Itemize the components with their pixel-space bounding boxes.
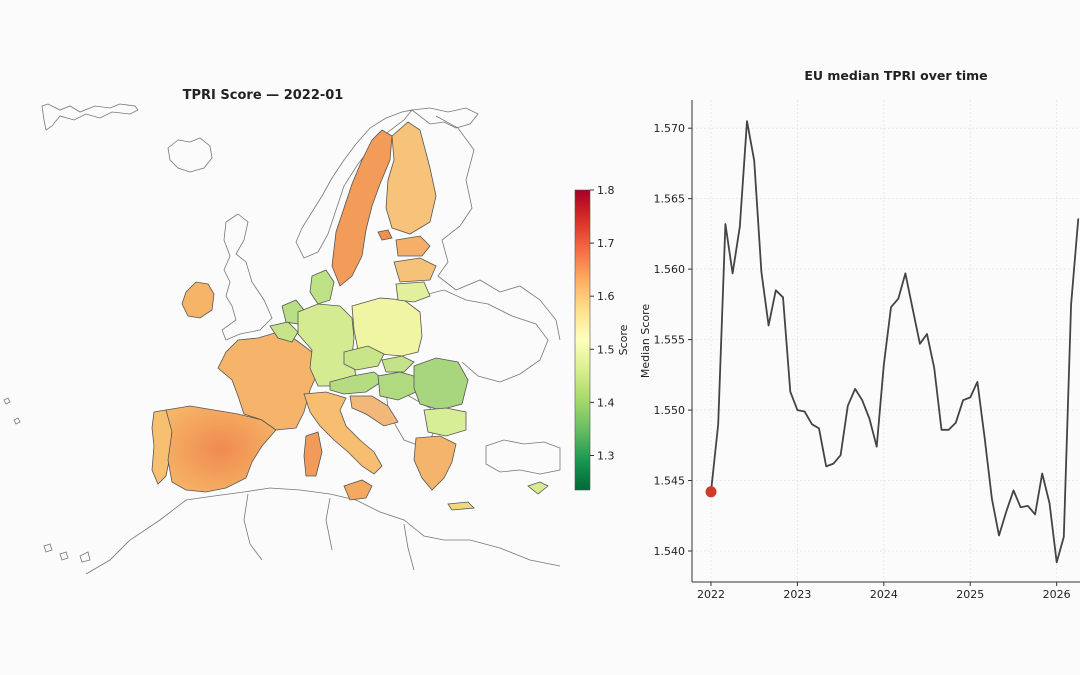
uk-outline bbox=[221, 213, 273, 341]
x-tick-label: 2024 bbox=[870, 588, 898, 601]
latvia-region bbox=[393, 257, 437, 283]
x-tick-label: 2023 bbox=[783, 588, 811, 601]
ireland-region bbox=[181, 281, 215, 319]
x-tick-label: 2026 bbox=[1043, 588, 1071, 601]
colorbar-tick-label: 1.4 bbox=[597, 396, 615, 409]
greece-region bbox=[413, 435, 457, 491]
estonia-region bbox=[395, 235, 431, 257]
italy-region bbox=[303, 391, 383, 475]
cyprus-region bbox=[527, 481, 549, 495]
maghreb-border bbox=[243, 493, 415, 571]
x-tick-label: 2022 bbox=[697, 588, 725, 601]
gotland-region bbox=[377, 229, 393, 241]
belgium-region bbox=[269, 321, 299, 343]
colorbar-ticks: 1.3 1.4 1.5 1.6 1.7 1.8 bbox=[590, 184, 615, 462]
x-axis-ticks: 2022 2023 2024 2025 2026 bbox=[697, 582, 1071, 601]
colorbar-tick-label: 1.3 bbox=[597, 449, 615, 462]
europe-map bbox=[3, 103, 561, 575]
y-tick-label: 1.540 bbox=[654, 545, 686, 558]
canary-outline bbox=[43, 543, 91, 563]
y-tick-label: 1.550 bbox=[654, 404, 686, 417]
map-panel: TPRI Score — 2022-01 bbox=[3, 88, 630, 575]
y-axis-label: Median Score bbox=[639, 304, 652, 379]
belarus-ukraine-outline bbox=[419, 289, 549, 383]
hungary-region bbox=[377, 371, 417, 401]
map-title: TPRI Score — 2022-01 bbox=[183, 88, 344, 103]
colorbar-tick-label: 1.6 bbox=[597, 290, 615, 303]
colorbar: 1.3 1.4 1.5 1.6 1.7 1.8 Score bbox=[574, 184, 630, 491]
austria-region bbox=[329, 371, 385, 395]
y-axis-ticks: 1.540 1.545 1.550 1.555 1.560 1.565 1.570 bbox=[654, 122, 692, 558]
colorbar-gradient bbox=[574, 189, 591, 491]
azores-outline bbox=[3, 397, 21, 425]
finland-region bbox=[385, 121, 437, 235]
crete-region bbox=[447, 501, 475, 511]
turkey-outline bbox=[485, 439, 561, 475]
chart-title: EU median TPRI over time bbox=[804, 68, 987, 83]
czechia-region bbox=[343, 345, 385, 371]
sardinia-region bbox=[303, 431, 323, 477]
y-tick-label: 1.565 bbox=[654, 193, 686, 206]
sweden-region bbox=[331, 129, 393, 287]
romania-region bbox=[413, 357, 469, 411]
denmark-region bbox=[309, 269, 335, 305]
colorbar-tick-label: 1.8 bbox=[597, 184, 615, 197]
y-tick-label: 1.560 bbox=[654, 263, 686, 276]
colorbar-tick-label: 1.5 bbox=[597, 343, 615, 356]
bulgaria-region bbox=[423, 407, 467, 437]
slovenia-croatia-region bbox=[349, 395, 399, 427]
sicily-region bbox=[343, 479, 373, 501]
y-tick-label: 1.570 bbox=[654, 122, 686, 135]
x-tick-label: 2025 bbox=[956, 588, 984, 601]
lithuania-region bbox=[395, 281, 431, 303]
spain-region bbox=[165, 405, 277, 493]
series-line bbox=[710, 120, 1080, 564]
poland-region bbox=[351, 297, 423, 357]
iceland-outline bbox=[167, 137, 213, 173]
north-africa-outline bbox=[85, 487, 561, 575]
line-chart-panel: EU median TPRI over time 1.540 1.545 1.550… bbox=[639, 68, 1080, 601]
norway-north-outline bbox=[410, 107, 479, 129]
series-group bbox=[705, 120, 1080, 564]
y-tick-label: 1.555 bbox=[654, 334, 686, 347]
y-tick-label: 1.545 bbox=[654, 475, 686, 488]
current-value-marker bbox=[705, 486, 717, 498]
colorbar-label: Score bbox=[617, 324, 630, 355]
greenland-outline bbox=[41, 103, 139, 131]
russia-outline bbox=[435, 115, 561, 341]
colorbar-tick-label: 1.7 bbox=[597, 237, 615, 250]
slovakia-region bbox=[381, 355, 415, 373]
